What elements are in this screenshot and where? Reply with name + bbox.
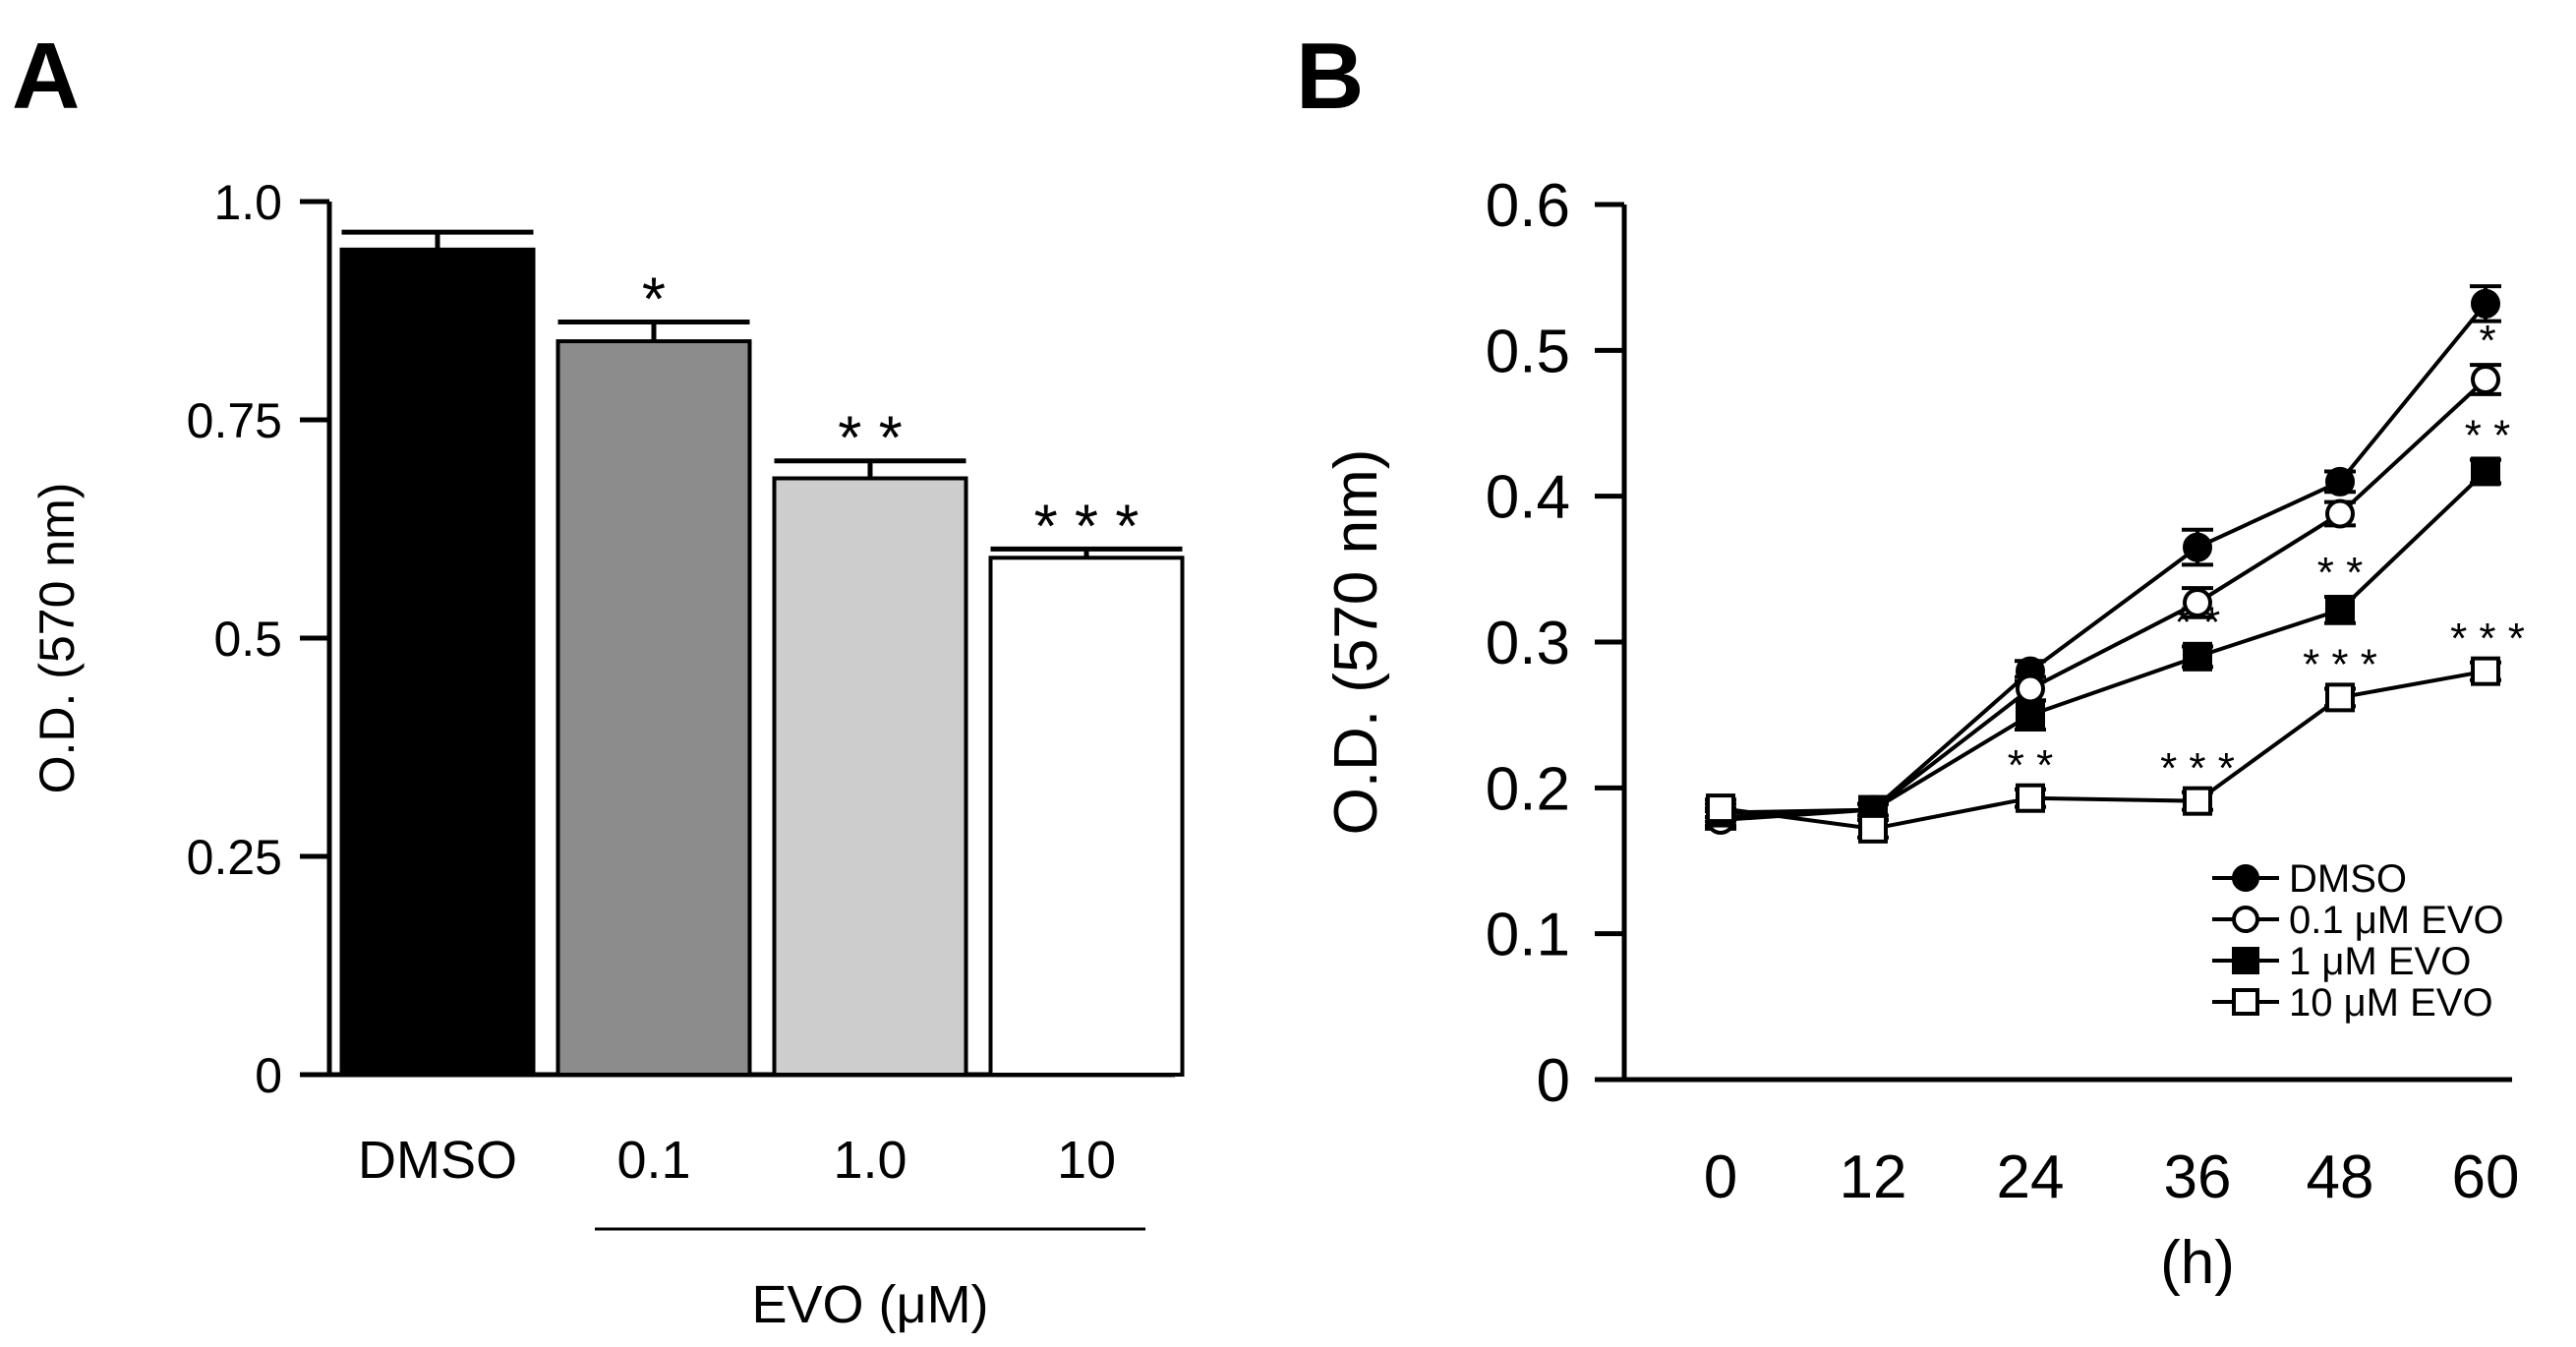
significance-label-a: * * [838,405,902,473]
series-line-1 [1721,304,2486,817]
category-label-3: 1.0 [833,1131,907,1190]
legend-label-4: 10 μM EVO [2289,981,2493,1025]
series-line-4 [1721,672,2486,829]
y-tick-label-a: 0.75 [187,393,282,448]
legend-marker-4 [2234,990,2257,1014]
significance-label-b: * * [2008,741,2053,790]
legend-marker-1 [2234,866,2257,890]
x-tick-label-b: 36 [2164,1143,2232,1211]
data-point-1 [2473,291,2498,317]
significance-label-b: * * [2317,549,2363,597]
y-tick-label-b: 0.6 [1486,172,1570,240]
data-point-2 [2473,367,2498,392]
legend-label-3: 1 μM EVO [2289,940,2471,983]
category-label-2: 0.1 [616,1131,690,1190]
x-tick-label-b: 48 [2307,1143,2374,1211]
data-point-3 [2018,702,2043,728]
y-axis-title-b: O.D. (570 nm) [1322,449,1390,836]
data-point-3 [2473,458,2498,484]
y-tick-label-b: 0.1 [1486,902,1570,969]
bar-1 [342,250,534,1075]
chart-a: 0 0.25 0.5 0.75 1.0 O.D. (570 nm) DMSO * 0.1 * * 1… [29,175,1183,1334]
legend-marker-2 [2234,908,2257,931]
data-point-3 [2327,597,2353,622]
y-tick-label-a: 0.5 [213,612,282,667]
significance-label-b: * * [2175,598,2220,646]
significance-label-b: * * * [2450,615,2525,663]
data-point-3 [2185,644,2210,670]
legend-label-1: DMSO [2289,857,2407,901]
significance-label-a: * * * [1034,493,1140,560]
y-tick-label-a: 0.25 [187,830,282,885]
panel-b-letter: B [1296,24,1364,129]
x-tick-label-b: 0 [1704,1143,1737,1211]
bar-4 [991,557,1183,1075]
y-tick-label-a: 1.0 [213,175,282,230]
significance-label-b: * * * [2303,640,2377,688]
significance-label-b: * * * [2160,744,2235,792]
y-axis-title-a: O.D. (570 nm) [29,483,85,794]
y-tick-label-b: 0.4 [1486,464,1570,532]
panel-a-letter: A [12,24,80,129]
legend-label-2: 0.1 μM EVO [2289,899,2504,942]
bar-3 [775,478,966,1075]
y-tick-label-b: 0.3 [1486,610,1570,677]
x-tick-label-b: 60 [2452,1143,2520,1211]
category-label-4: 10 [1057,1131,1116,1190]
x-axis-title-b: (h) [2160,1229,2235,1297]
chart-b: 0 0.1 0.2 0.3 0.4 0.5 0.6 0 12 24 36 48 60 (h) O.D. (5… [1322,172,2525,1297]
y-tick-label-b: 0.5 [1486,318,1570,385]
data-point-1 [2185,535,2210,560]
significance-label-b: * [2479,317,2495,365]
category-label-1: DMSO [358,1131,517,1190]
data-point-4 [1708,795,1733,821]
x-tick-label-b: 24 [1997,1143,2065,1211]
data-point-4 [1860,816,1886,842]
significance-label-b: * * [2465,412,2510,460]
y-tick-label-b: 0 [1537,1047,1570,1115]
significance-label-a: * [642,266,666,334]
bar-2 [558,341,750,1075]
x-axis-title-a: EVO (μM) [751,1275,988,1334]
y-tick-label-a: 0 [255,1048,282,1103]
data-point-1 [2327,469,2353,495]
legend-marker-3 [2234,949,2257,972]
y-tick-label-b: 0.2 [1486,755,1570,823]
x-tick-label-b: 12 [1840,1143,1907,1211]
data-point-2 [2327,500,2353,526]
data-point-2 [2018,675,2043,701]
